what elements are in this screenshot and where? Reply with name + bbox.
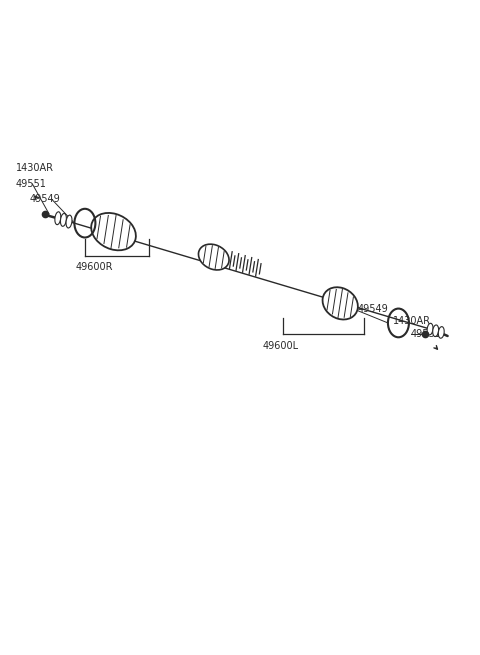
- Ellipse shape: [55, 212, 61, 225]
- Text: 49600L: 49600L: [263, 341, 299, 351]
- Text: 1430AR: 1430AR: [393, 316, 431, 326]
- Ellipse shape: [438, 327, 444, 338]
- Ellipse shape: [432, 325, 439, 337]
- Ellipse shape: [427, 324, 433, 335]
- Text: 49551: 49551: [411, 329, 442, 339]
- Ellipse shape: [66, 215, 72, 228]
- Ellipse shape: [91, 213, 136, 250]
- Text: 49600R: 49600R: [75, 263, 113, 272]
- Ellipse shape: [323, 288, 358, 320]
- Text: 49551: 49551: [16, 179, 47, 189]
- Ellipse shape: [198, 244, 229, 270]
- Text: 49549: 49549: [30, 194, 61, 204]
- Ellipse shape: [60, 214, 66, 227]
- Text: 1430AR: 1430AR: [16, 162, 54, 173]
- Text: 49549: 49549: [358, 304, 388, 314]
